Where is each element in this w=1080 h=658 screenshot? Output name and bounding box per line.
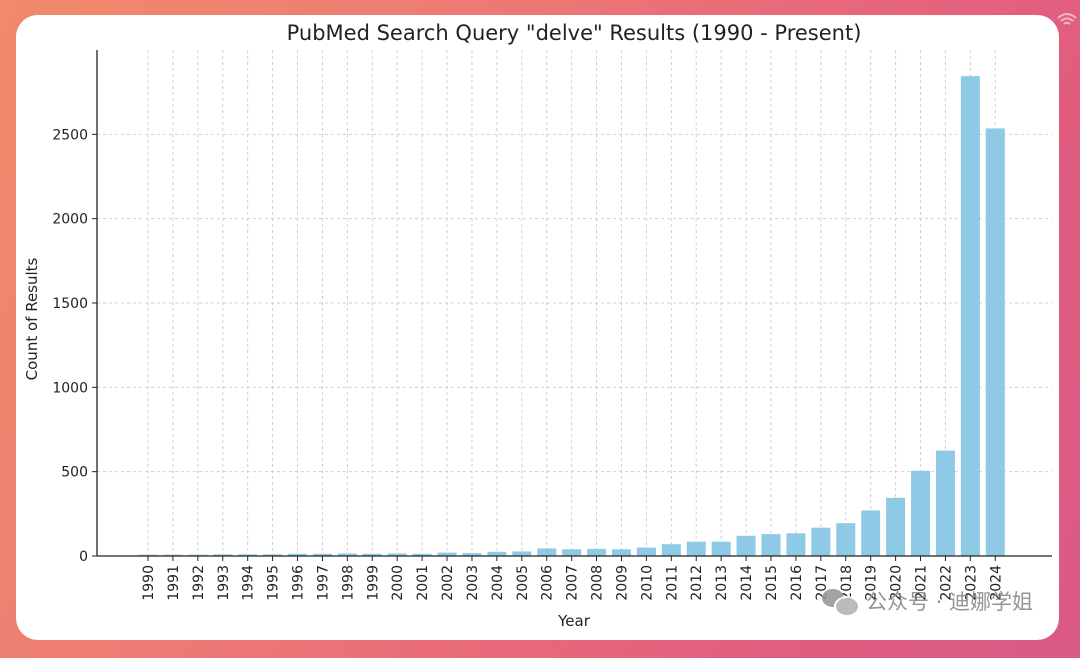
x-tick-label: 2018	[839, 565, 855, 601]
bar-2020	[886, 497, 906, 556]
x-tick-label: 2020	[889, 565, 905, 601]
x-tick-label: 1993	[216, 565, 232, 601]
bar-1994	[238, 554, 258, 556]
y-tick-label: 1500	[52, 296, 88, 312]
x-tick-label: 2009	[614, 565, 630, 601]
chart-card: PubMed Search Query "delve" Results (199…	[16, 15, 1059, 640]
bar-2010	[636, 547, 656, 556]
x-tick-label: 2016	[789, 565, 805, 601]
wifi-icon	[1057, 13, 1077, 25]
x-tick-label: 1994	[241, 565, 257, 601]
y-tick-label: 500	[61, 465, 88, 481]
x-tick-label: 2012	[689, 565, 705, 601]
x-tick-label: 2001	[415, 565, 431, 601]
x-axis-label: Year	[557, 612, 591, 630]
x-tick-label: 1999	[365, 565, 381, 601]
x-tick-label: 1997	[315, 565, 331, 601]
bar-2013	[711, 541, 731, 556]
x-tick-label: 2014	[739, 565, 755, 601]
x-tick-label: 2000	[390, 565, 406, 601]
x-tick-label: 2002	[440, 565, 456, 601]
watermark-text: 公众号 · 迪娜学姐	[865, 590, 1033, 614]
bar-2012	[686, 541, 706, 556]
y-tick-label: 0	[79, 549, 88, 565]
x-tick-label: 2003	[465, 565, 481, 601]
bar-2023	[960, 76, 980, 556]
bar-2003	[462, 553, 482, 556]
bar-2022	[935, 450, 955, 556]
x-tick-label: 2005	[515, 565, 531, 601]
axes	[92, 50, 1052, 561]
wechat-icon	[820, 587, 860, 617]
x-tick-label: 1991	[166, 565, 182, 601]
bar-2000	[387, 553, 407, 556]
x-tick-label: 1998	[340, 565, 356, 601]
bar-2011	[661, 544, 681, 556]
x-tick-label: 2006	[540, 565, 556, 601]
bar-2021	[911, 470, 931, 556]
bar-2002	[437, 552, 457, 556]
bar-1995	[263, 554, 283, 556]
bar-1992	[188, 554, 208, 556]
x-tick-label: 1996	[291, 565, 307, 601]
bar-2014	[736, 535, 756, 556]
y-tick-labels: 0 500 1000 1500 2000 2500	[52, 127, 88, 565]
y-tick-label: 2000	[52, 212, 88, 228]
bar-2008	[587, 548, 607, 556]
bar-1991	[163, 554, 183, 556]
y-axis-label: Count of Results	[23, 257, 41, 380]
bar-2017	[811, 527, 831, 556]
bar-chart: PubMed Search Query "delve" Results (199…	[23, 21, 1052, 630]
bar-2005	[512, 551, 532, 556]
bar-2024	[985, 128, 1005, 556]
bar-2004	[487, 551, 507, 556]
bar-1990	[138, 554, 158, 556]
bar-2006	[537, 548, 557, 556]
x-tick-label: 2004	[490, 565, 506, 601]
y-tick-label: 2500	[52, 127, 88, 143]
x-tick-label: 2010	[639, 565, 655, 601]
x-tick-label: 1995	[266, 565, 282, 601]
x-tick-label: 1992	[191, 565, 207, 601]
x-tick-label: 2013	[714, 565, 730, 601]
bar-1993	[213, 554, 233, 556]
bar-2001	[412, 553, 432, 556]
bar-2009	[611, 549, 631, 556]
x-tick-label: 2011	[664, 565, 680, 601]
y-tick-label: 1000	[52, 380, 88, 396]
bar-1999	[362, 553, 382, 556]
x-tick-label: 1990	[141, 565, 157, 601]
bar-2019	[861, 510, 881, 556]
watermark: 公众号 · 迪娜学姐	[820, 586, 1033, 617]
grid-lines	[97, 50, 1052, 556]
bars	[138, 76, 1005, 556]
chart-title: PubMed Search Query "delve" Results (199…	[287, 21, 862, 45]
bar-1998	[337, 553, 357, 556]
x-tick-label: 2024	[988, 565, 1004, 601]
x-tick-label: 2023	[963, 565, 979, 601]
bar-2007	[562, 549, 582, 556]
x-tick-label: 2015	[764, 565, 780, 601]
x-tick-labels: 1990 1991 1992 1993 1994 1995 1996 1997 1998 1999…	[141, 565, 1004, 601]
bar-1997	[312, 553, 332, 556]
x-tick-label: 2019	[864, 565, 880, 601]
x-tick-label: 2021	[914, 565, 930, 601]
bar-2016	[786, 533, 806, 556]
x-tick-label: 2008	[590, 565, 606, 601]
bar-1996	[288, 553, 308, 556]
bar-2018	[836, 523, 856, 556]
x-tick-label: 2007	[565, 565, 581, 601]
bar-2015	[761, 534, 781, 556]
x-tick-label: 2022	[938, 565, 954, 601]
